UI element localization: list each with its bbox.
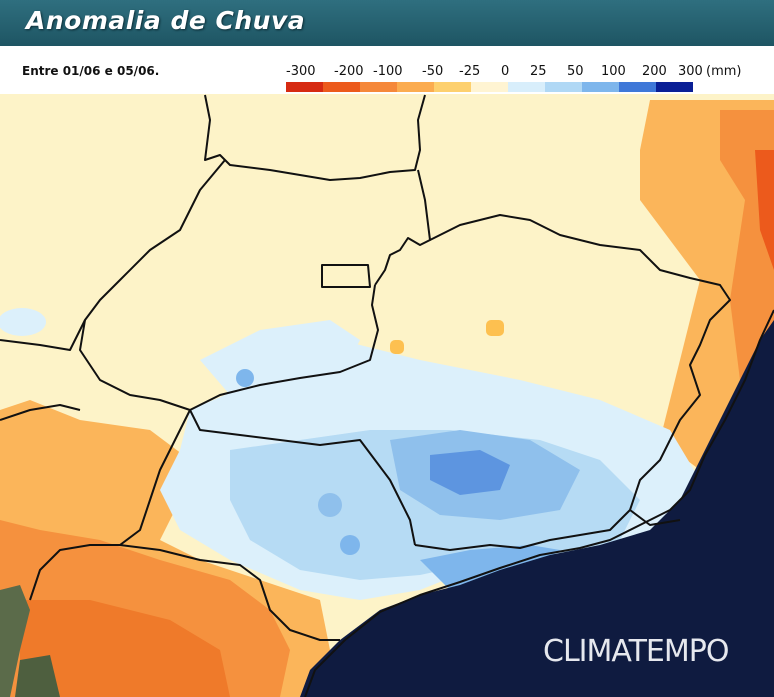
climatempo-logo: CLIMATEMPO [543,634,729,669]
legend-swatch-2 [360,82,397,92]
anomaly-spot-blue-1 [236,369,254,387]
legend-tick-2: -100 [373,64,403,79]
border-minas-bahia [429,214,731,441]
border-coast [304,309,774,697]
border-goias-west [79,159,226,411]
border-west-ms [0,404,81,421]
legend-swatch-7 [545,82,582,92]
anomaly-spot-orange-2 [390,340,404,354]
border-sp-rj [629,509,681,526]
legend-tick-3: -50 [422,64,444,79]
legend-tick-1: -200 [334,64,364,79]
border-goias-minas [189,284,379,411]
legend-unit: (mm) [706,64,742,79]
legend-swatch-0 [286,82,323,92]
anomaly-spot-west-light-blue [0,308,46,336]
legend-color-scale [283,82,723,92]
legend-swatch-9 [619,82,656,92]
anomaly-spot-blue-2 [340,535,360,555]
border-north-goias [204,94,426,181]
border-minas-sp [414,439,671,551]
legend-tick-4: -25 [459,64,481,79]
legend-tick-0: -300 [286,64,316,79]
legend-swatch-1 [323,82,360,92]
ocean [300,320,774,697]
legend-swatch-6 [508,82,545,92]
neighbor-land-southwest [0,585,30,697]
legend-tick-8: 100 [601,64,626,79]
legend-swatch-5 [471,82,508,92]
anomaly-zone-east-deep-orange [755,150,774,270]
border-ms-sp [29,409,191,601]
legend-tick-6: 25 [530,64,547,79]
legend-scale-labels: -300 -200 -100 -50 -25 0 25 50 100 200 3… [283,64,763,82]
border-goias-bahia [374,169,431,286]
neighbor-land-southwest-2 [15,655,60,697]
anomaly-spot-blue-3 [318,493,342,517]
legend-tick-9: 200 [642,64,667,79]
map-title: Anomalia de Chuva [26,6,306,35]
border-parana [119,544,340,641]
border-df [321,264,371,288]
legend-swatch-4 [434,82,471,92]
legend-swatch-3 [397,82,434,92]
anomaly-zone-coastal-blue [420,545,560,590]
legend-tick-7: 50 [567,64,584,79]
anomaly-spot-orange-1 [486,320,504,336]
border-minas-south [189,409,416,546]
legend-swatch-10 [656,82,693,92]
legend-tick-10: 300 [678,64,703,79]
anomaly-zone-southwest-deep-orange [20,600,230,697]
legend-tick-5: 0 [501,64,510,79]
legend-swatch-8 [582,82,619,92]
period-label: Entre 01/06 e 05/06. [22,64,160,78]
anomaly-zone-core-blue [430,450,510,495]
title-bar: Anomalia de Chuva [0,0,774,46]
state-borders [0,94,774,697]
border-ms-west [0,319,86,351]
